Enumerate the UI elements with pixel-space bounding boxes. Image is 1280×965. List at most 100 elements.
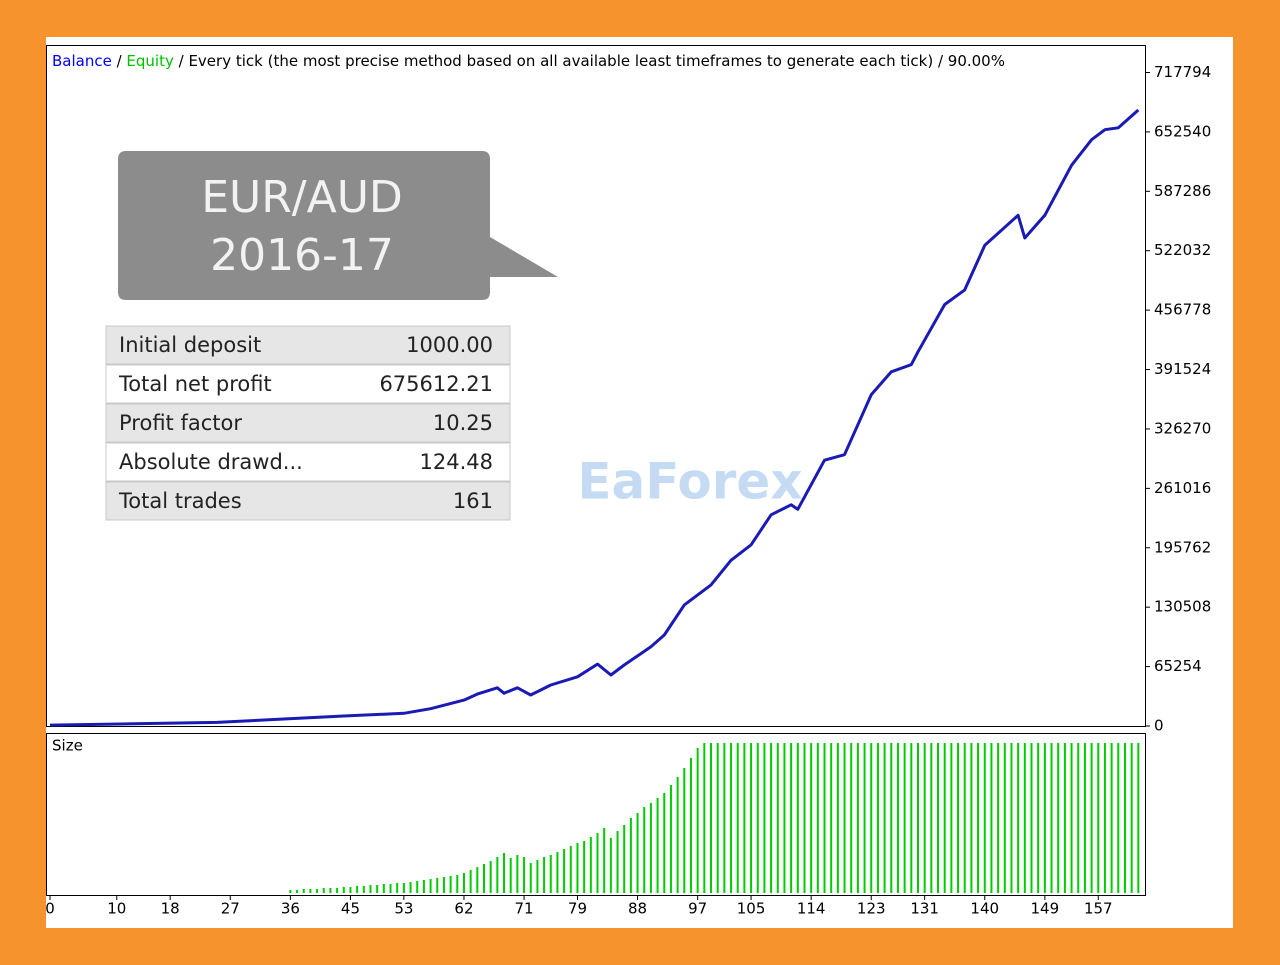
stats-value: 124.48	[420, 450, 493, 474]
size-bar	[1097, 743, 1100, 893]
size-bar	[910, 743, 913, 893]
size-bar	[896, 743, 899, 893]
x-tick-label: 114	[797, 900, 826, 918]
size-bar	[422, 880, 425, 893]
callout-line: EUR/AUD	[201, 172, 403, 223]
size-bar	[803, 743, 806, 893]
size-bar	[983, 743, 986, 893]
stats-value: 10.25	[433, 411, 493, 435]
header: Balance / Equity / Every tick (the most …	[52, 52, 1005, 70]
size-bar	[336, 888, 339, 893]
size-bar	[776, 743, 779, 893]
stats-row	[105, 325, 511, 365]
size-bar	[576, 843, 579, 893]
size-bar	[442, 877, 445, 893]
size-bar	[710, 743, 713, 893]
x-tick-label: 140	[970, 900, 999, 918]
size-bar	[1063, 743, 1066, 893]
size-bar	[376, 885, 379, 893]
size-bar	[1017, 743, 1020, 893]
size-bar	[369, 885, 372, 893]
size-bar	[810, 743, 813, 893]
balance-line	[49, 108, 1140, 727]
size-bar	[629, 818, 632, 893]
size-bar	[322, 888, 325, 893]
size-bar	[396, 883, 399, 893]
size-bar	[583, 841, 586, 893]
main-panel	[46, 45, 1146, 727]
size-bar	[903, 743, 906, 893]
size-bar	[736, 743, 739, 893]
stats-value: 1000.00	[406, 333, 493, 357]
size-bar	[342, 887, 345, 893]
size-bar	[1070, 743, 1073, 893]
size-bar	[783, 743, 786, 893]
size-bar	[843, 743, 846, 893]
size-bar	[883, 743, 886, 893]
stats-label: Total net profit	[118, 372, 272, 396]
size-bar	[389, 884, 392, 893]
size-bar	[349, 887, 352, 893]
size-bar	[449, 876, 452, 893]
size-bar	[289, 890, 292, 893]
size-bar	[523, 857, 526, 893]
callout-box	[118, 151, 558, 300]
size-bar	[870, 743, 873, 893]
size-bar	[649, 803, 652, 893]
size-bar	[743, 743, 746, 893]
size-bar	[536, 860, 539, 893]
x-tick-label: 105	[737, 900, 766, 918]
header-part: Equity	[126, 52, 174, 70]
size-bar	[476, 867, 479, 893]
size-bar	[436, 878, 439, 893]
size-bar	[990, 743, 993, 893]
x-tick-label: 27	[221, 900, 240, 918]
size-bar	[856, 743, 859, 893]
stats-label: Total trades	[118, 489, 242, 513]
y-tick-label: 391524	[1154, 360, 1211, 378]
x-tick-label: 157	[1084, 900, 1113, 918]
size-bar	[689, 758, 692, 893]
plot: 0652541305081957622610163262703915244567…	[45, 63, 1211, 917]
size-bar	[456, 875, 459, 893]
size-bar	[356, 886, 359, 893]
size-bar	[1130, 743, 1133, 893]
size-bar	[616, 831, 619, 893]
size-bar	[876, 743, 879, 893]
size-bar	[1123, 743, 1126, 893]
size-bar	[663, 793, 666, 893]
size-bar	[916, 743, 919, 893]
size-bar	[1077, 743, 1080, 893]
size-bar	[850, 743, 853, 893]
size-bar	[609, 838, 612, 893]
header-part: / Every tick (the most precise method ba…	[174, 52, 1005, 70]
size-bar	[1137, 743, 1140, 893]
panel-title: Size	[52, 737, 83, 755]
size-bar	[703, 743, 706, 893]
size-bar	[770, 743, 773, 893]
size-bar	[636, 813, 639, 893]
size-bar	[1110, 743, 1113, 893]
size-bar	[509, 858, 512, 893]
size-bar	[723, 743, 726, 893]
header-part: /	[112, 52, 127, 70]
size-bar	[489, 861, 492, 893]
size-bar	[970, 743, 973, 893]
size-bar	[756, 743, 759, 893]
callout-line: 2016-17	[210, 230, 394, 281]
size-bar	[496, 857, 499, 893]
size-bar	[362, 886, 365, 893]
size-bar	[863, 743, 866, 893]
size-bar	[1037, 743, 1040, 893]
size-bar	[790, 743, 793, 893]
y-tick-label: 522032	[1154, 241, 1211, 259]
size-bar	[730, 743, 733, 893]
header-part: Balance	[52, 52, 112, 70]
size-bar	[329, 888, 332, 893]
size-bar	[977, 743, 980, 893]
size-bar	[823, 743, 826, 893]
x-tick-label: 18	[161, 900, 180, 918]
size-bar	[1043, 743, 1046, 893]
size-bar	[1030, 743, 1033, 893]
